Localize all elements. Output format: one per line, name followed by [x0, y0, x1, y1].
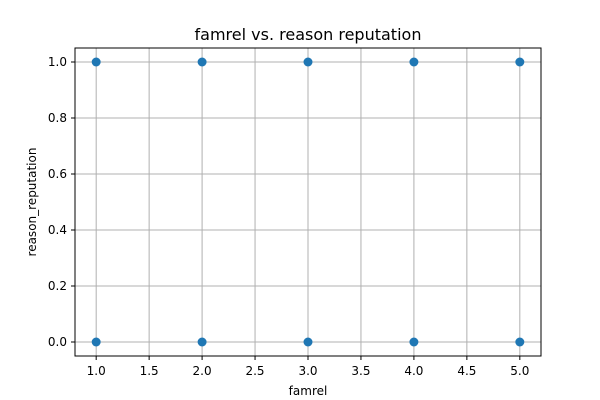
y-tick-label: 0.6 — [48, 167, 67, 181]
x-tick-label: 3.5 — [351, 364, 370, 378]
data-points — [91, 57, 525, 347]
data-point — [515, 337, 525, 347]
x-tick-label: 1.0 — [87, 364, 106, 378]
y-axis-label: reason_reputation — [25, 148, 39, 257]
x-tick-label: 2.5 — [245, 364, 264, 378]
chart-title: famrel vs. reason reputation — [195, 25, 422, 44]
x-tick-label: 5.0 — [510, 364, 529, 378]
x-axis-ticks: 1.0 1.5 2.0 2.5 3.0 3.5 4.0 4.5 5.0 — [87, 356, 529, 378]
data-point — [91, 57, 101, 67]
data-point — [91, 337, 101, 347]
x-tick-label: 4.5 — [457, 364, 476, 378]
y-tick-label: 1.0 — [48, 55, 67, 69]
y-tick-label: 0.8 — [48, 111, 67, 125]
grid-lines — [75, 48, 541, 356]
y-axis-ticks: 0.0 0.2 0.4 0.6 0.8 1.0 — [48, 55, 75, 349]
data-point — [197, 57, 207, 67]
data-point — [303, 57, 313, 67]
y-tick-label: 0.4 — [48, 223, 67, 237]
y-tick-label: 0.2 — [48, 279, 67, 293]
data-point — [409, 57, 419, 67]
data-point — [409, 337, 419, 347]
x-tick-label: 2.0 — [193, 364, 212, 378]
x-tick-label: 3.0 — [298, 364, 317, 378]
y-tick-label: 0.0 — [48, 335, 67, 349]
data-point — [197, 337, 207, 347]
x-tick-label: 4.0 — [404, 364, 423, 378]
data-point — [303, 337, 313, 347]
data-point — [515, 57, 525, 67]
x-axis-label: famrel — [289, 384, 328, 398]
x-tick-label: 1.5 — [140, 364, 159, 378]
